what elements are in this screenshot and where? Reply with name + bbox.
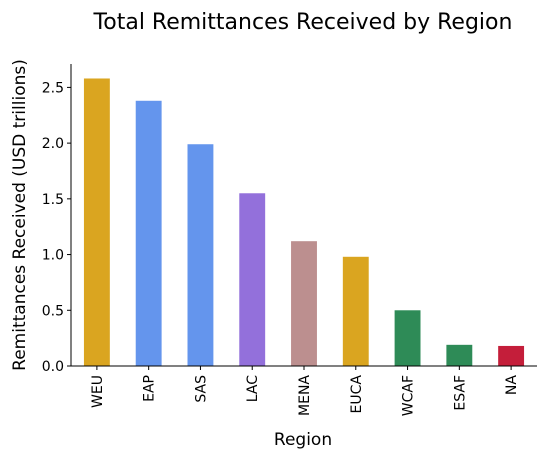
x-tick-label: LAC (245, 375, 261, 402)
x-tick-label: WEU (90, 375, 106, 408)
bar-esaf (446, 344, 473, 366)
y-tick-label: 0.0 (42, 359, 64, 375)
x-tick-label: NA (504, 375, 520, 395)
x-tick-label: SAS (193, 375, 209, 403)
y-axis-label: Remittances Received (USD trillions) (10, 59, 30, 371)
bar-mena (291, 241, 317, 366)
x-tick-label: WCAF (401, 375, 417, 416)
bars-group (83, 78, 525, 367)
x-tick-label: EUCA (349, 375, 365, 414)
y-axis-ticks: 0.0 0.5 1.0 1.5 2.0 2.5 (42, 80, 71, 375)
y-tick-label: 0.5 (42, 303, 64, 319)
bar-eap (135, 100, 162, 367)
y-tick-label: 1.5 (42, 192, 64, 208)
bar-wcaf (394, 310, 421, 366)
x-axis-label: Region (274, 430, 332, 450)
bar-lac (239, 193, 266, 366)
x-axis-ticks: WEU EAP SAS LAC MENA EUCA WCAF ESAF NA (90, 366, 520, 416)
chart-title: Total Remittances Received by Region (93, 10, 513, 35)
x-tick-label: ESAF (452, 375, 468, 411)
x-tick-label: EAP (142, 375, 158, 402)
bar-na (498, 345, 525, 366)
bar-sas (187, 144, 214, 366)
y-tick-label: 2.5 (42, 80, 64, 96)
bar-weu (83, 78, 110, 366)
y-tick-label: 1.0 (42, 248, 64, 264)
bar-euca (342, 256, 369, 366)
y-tick-label: 2.0 (42, 136, 64, 152)
x-tick-label: MENA (297, 375, 313, 416)
